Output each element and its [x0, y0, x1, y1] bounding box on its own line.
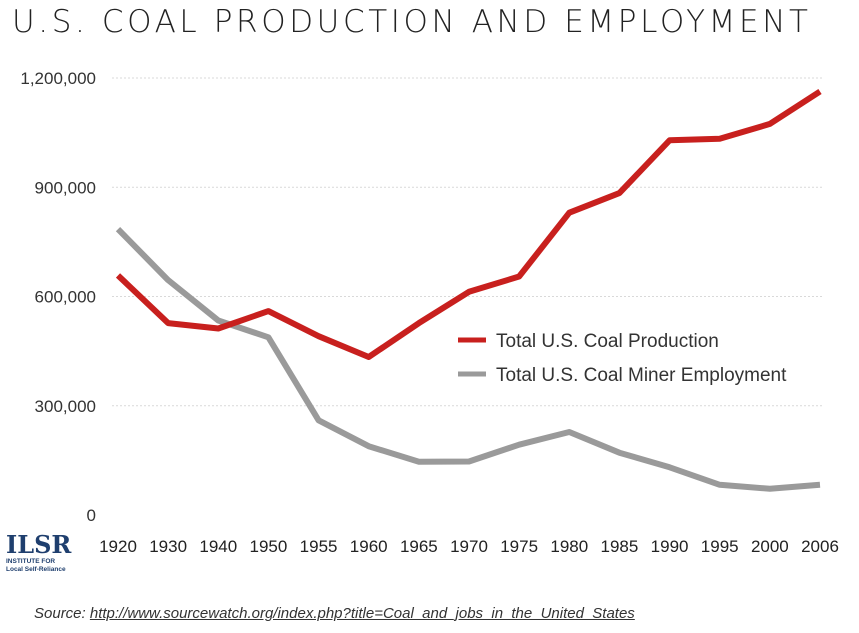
x-axis-ticks: 1920 1930 1940 1950 1955 1960 1965 1970 1975 1980…: [99, 537, 839, 556]
legend-label: Total U.S. Coal Miner Employment: [496, 365, 787, 386]
series-line-miner-employment: [115, 226, 821, 492]
series-lines: [115, 88, 822, 492]
x-tick-label: 1985: [601, 537, 639, 556]
x-tick-label: 1955: [300, 537, 338, 556]
x-tick-label: 1930: [149, 537, 187, 556]
y-tick-label: 0: [87, 506, 96, 525]
logo-line-1: INSTITUTE FOR: [6, 558, 56, 565]
y-tick-label: 300,000: [35, 397, 96, 416]
x-tick-label: 1940: [199, 537, 237, 556]
x-tick-label: 2006: [801, 537, 839, 556]
x-tick-label: 1975: [500, 537, 538, 556]
x-tick-label: 2000: [751, 537, 789, 556]
source-label: Source:: [34, 605, 86, 622]
x-tick-label: 1990: [651, 537, 689, 556]
x-tick-label: 1960: [350, 537, 388, 556]
x-tick-label: 1995: [701, 537, 739, 556]
source-note: Source: http://www.sourcewatch.org/index…: [34, 605, 635, 622]
source-link[interactable]: http://www.sourcewatch.org/index.php?tit…: [89, 605, 635, 622]
legend-label: Total U.S. Coal Production: [496, 331, 719, 352]
y-tick-label: 900,000: [35, 178, 96, 197]
y-tick-label: 600,000: [35, 288, 96, 307]
x-tick-label: 1920: [99, 537, 137, 556]
gridlines: [112, 77, 822, 407]
y-tick-label: 1,200,000: [20, 69, 96, 88]
legend: Total U.S. Coal Production Total U.S. Coa…: [458, 331, 787, 386]
x-tick-label: 1980: [550, 537, 588, 556]
x-tick-label: 1965: [400, 537, 438, 556]
x-tick-label: 1950: [250, 537, 288, 556]
logo-line-2: Local Self-Reliance: [6, 566, 66, 573]
series-line-coal-production: [115, 88, 822, 360]
x-tick-label: 1970: [450, 537, 488, 556]
logo-mark: ILSR: [6, 530, 72, 559]
chart-title: U.S. COAL PRODUCTION AND EMPLOYMENT: [12, 4, 812, 40]
y-axis-ticks: 0 300,000 600,000 900,000 1,200,000: [20, 69, 96, 525]
ilsr-logo: ILSR INSTITUTE FOR Local Self-Reliance: [6, 532, 76, 594]
